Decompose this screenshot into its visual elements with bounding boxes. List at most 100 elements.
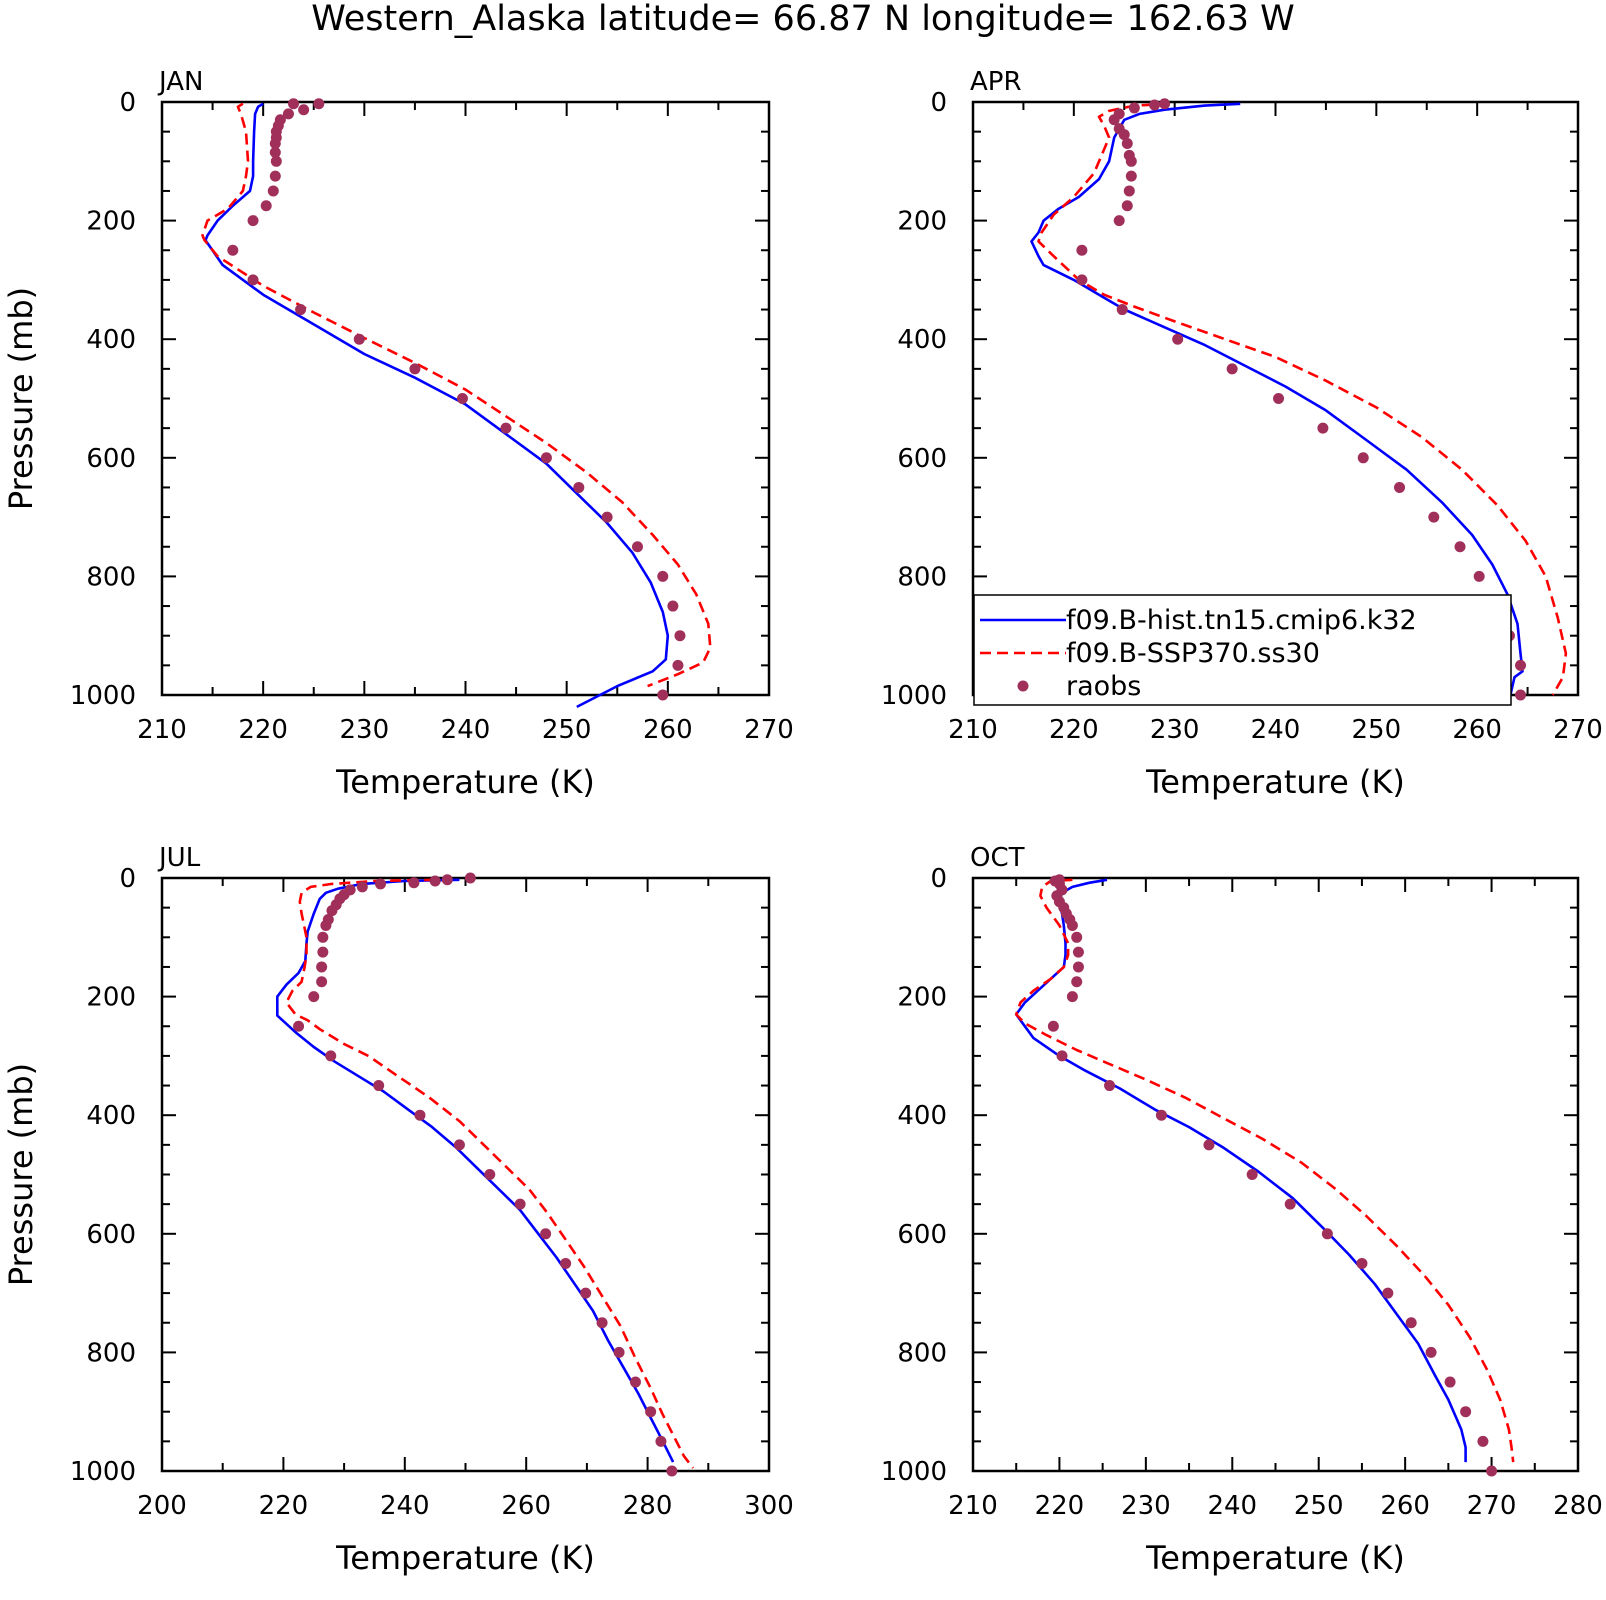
raobs-point	[1321, 1228, 1333, 1240]
raobs-point	[540, 452, 552, 464]
y-axis-label: Pressure (mb)	[2, 1063, 40, 1286]
raobs-point	[500, 422, 512, 434]
raobs-point	[1246, 1169, 1258, 1180]
x-tick-label: 220	[1049, 715, 1099, 745]
raobs-point	[1149, 99, 1160, 111]
panel-label: JUL	[157, 843, 201, 873]
panel-oct: 210 220 230 240 250 260 270 280 0 200 400 600 800 100…	[881, 843, 1603, 1577]
raobs-point	[453, 1139, 465, 1151]
x-tick-label: 270	[744, 715, 794, 745]
y-tick-label: 600	[897, 444, 947, 474]
x-axis-label: Temperature (K)	[335, 763, 595, 801]
panel-label: JAN	[157, 67, 203, 97]
raobs-point	[375, 878, 387, 890]
y-tick-label: 200	[86, 207, 136, 237]
raobs-point	[317, 946, 329, 958]
legend-marker-raobs	[1017, 680, 1029, 692]
raobs-point	[1072, 946, 1084, 958]
x-tick-label: 270	[1553, 715, 1603, 745]
raobs-point	[414, 1109, 426, 1121]
y-tick-label: 800	[86, 1338, 136, 1368]
x-tick-label: 250	[542, 715, 592, 745]
raobs-point	[1284, 1198, 1296, 1210]
series-line-ssp370	[1014, 878, 1515, 1463]
raobs-point	[298, 104, 310, 116]
x-axis-label: Temperature (K)	[1145, 763, 1405, 801]
y-tick-label: 0	[930, 864, 947, 894]
series-line-hist	[1030, 102, 1524, 696]
raobs-point	[1172, 333, 1184, 345]
raobs-point	[1460, 1406, 1472, 1418]
raobs-point	[1273, 393, 1285, 404]
x-tick-label: 250	[1294, 1491, 1344, 1521]
panel-jan: 210 220 230 240 250 260 270 0 200 400 600 800 1000 JA…	[2, 67, 794, 801]
series-raobs	[227, 98, 686, 701]
x-tick-label: 240	[1251, 715, 1301, 745]
y-tick-label: 800	[897, 1338, 947, 1368]
raobs-point	[247, 215, 259, 227]
legend-label: f09.B-SSP370.ss30	[1066, 638, 1320, 669]
x-tick-label: 260	[1452, 715, 1502, 745]
raobs-point	[631, 541, 643, 553]
y-tick-label: 600	[86, 1220, 136, 1250]
raobs-point	[666, 1465, 678, 1477]
x-tick-label: 220	[259, 1491, 309, 1521]
raobs-point	[1226, 363, 1238, 375]
panels: 210 220 230 240 250 260 270 0 200 400 600 800 1000 JA…	[2, 67, 1603, 1577]
raobs-point	[1071, 931, 1083, 943]
raobs-point	[560, 1257, 572, 1269]
raobs-point	[409, 363, 421, 375]
raobs-point	[645, 1406, 657, 1418]
raobs-point	[1454, 541, 1466, 553]
raobs-point	[672, 659, 684, 671]
series-line-hist	[1014, 878, 1467, 1463]
raobs-point	[1444, 1376, 1456, 1388]
raobs-point	[1405, 1317, 1417, 1329]
raobs-point	[227, 244, 239, 256]
raobs-point	[325, 1050, 337, 1062]
y-tick-label: 600	[897, 1220, 947, 1250]
raobs-point	[1047, 1020, 1059, 1032]
raobs-point	[1357, 452, 1369, 464]
raobs-point	[1356, 1257, 1368, 1269]
raobs-point	[674, 630, 686, 642]
y-tick-label: 1000	[70, 1457, 136, 1487]
series-line-ssp370	[1037, 102, 1568, 696]
raobs-point	[1473, 570, 1485, 582]
raobs-point	[484, 1169, 496, 1180]
series-raobs	[293, 872, 678, 1477]
raobs-point	[316, 976, 328, 988]
x-tick-label: 260	[643, 715, 693, 745]
raobs-point	[308, 991, 320, 1003]
raobs-point	[667, 600, 679, 612]
raobs-point	[1125, 170, 1137, 182]
raobs-point	[1159, 98, 1171, 110]
raobs-point	[293, 1020, 305, 1032]
raobs-point	[320, 919, 332, 931]
x-tick-label: 230	[1121, 1491, 1171, 1521]
raobs-point	[282, 108, 294, 120]
raobs-point	[540, 1228, 552, 1240]
raobs-point	[456, 393, 468, 404]
raobs-point	[1104, 1080, 1116, 1092]
raobs-point	[1116, 304, 1128, 316]
y-tick-label: 400	[897, 325, 947, 355]
series-raobs	[1047, 874, 1498, 1477]
x-tick-label: 210	[948, 1491, 998, 1521]
raobs-point	[655, 1435, 667, 1447]
panel-label: APR	[970, 67, 1022, 97]
raobs-point	[1477, 1435, 1489, 1447]
raobs-point	[269, 138, 281, 150]
y-tick-label: 1000	[70, 681, 136, 711]
raobs-point	[1123, 185, 1135, 197]
x-axis-label: Temperature (K)	[1145, 1539, 1405, 1577]
x-tick-label: 280	[1553, 1491, 1603, 1521]
y-tick-label: 200	[86, 983, 136, 1013]
raobs-point	[1382, 1287, 1394, 1299]
y-tick-label: 600	[86, 444, 136, 474]
raobs-point	[629, 1376, 641, 1388]
raobs-point	[1076, 274, 1088, 286]
raobs-point	[288, 98, 300, 110]
raobs-point	[1108, 114, 1120, 126]
